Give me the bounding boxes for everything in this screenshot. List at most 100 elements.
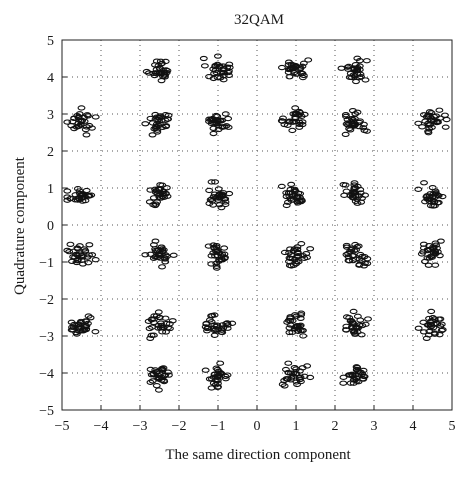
data-point <box>158 182 167 188</box>
data-point <box>225 61 234 67</box>
data-point <box>221 201 230 208</box>
data-point <box>213 384 222 391</box>
data-point <box>154 115 163 121</box>
data-point <box>212 365 221 371</box>
data-point <box>202 321 211 327</box>
data-point <box>361 192 369 198</box>
data-point <box>418 124 427 130</box>
data-point <box>419 329 428 335</box>
y-tick-label: 3 <box>47 108 54 123</box>
data-point <box>297 199 306 205</box>
data-point <box>282 202 291 209</box>
data-point <box>68 119 77 125</box>
data-point <box>72 331 81 337</box>
data-point <box>431 262 440 268</box>
data-point <box>77 105 86 111</box>
data-point <box>63 188 72 194</box>
constellation-cluster <box>145 182 172 209</box>
data-point <box>214 368 223 374</box>
data-point <box>91 329 100 335</box>
data-point <box>214 186 223 192</box>
data-point <box>428 184 437 191</box>
y-tick-label: 2 <box>47 145 54 160</box>
data-point <box>420 180 428 186</box>
constellation-cluster <box>67 313 100 337</box>
data-point <box>79 328 88 334</box>
data-point <box>164 372 173 378</box>
data-point <box>159 324 168 331</box>
data-point <box>342 327 350 333</box>
data-point <box>75 328 84 334</box>
data-point <box>201 324 210 330</box>
data-points <box>63 53 451 393</box>
data-point <box>435 107 444 113</box>
data-point <box>88 252 97 258</box>
data-point <box>146 115 155 122</box>
data-point <box>291 105 300 111</box>
y-tick-label: 0 <box>47 219 54 234</box>
data-point <box>342 314 351 320</box>
data-point <box>303 363 312 369</box>
data-point <box>432 242 441 248</box>
constellation-cluster <box>277 105 309 134</box>
data-point <box>287 263 296 269</box>
data-point <box>214 126 223 133</box>
constellation-cluster <box>199 53 234 83</box>
constellation-cluster <box>280 241 315 269</box>
data-point <box>285 250 294 256</box>
data-point <box>441 112 449 118</box>
x-tick-label: −5 <box>55 419 70 434</box>
data-point <box>292 118 301 125</box>
data-point <box>146 366 155 373</box>
constellation-cluster <box>414 180 447 209</box>
data-point <box>283 319 292 325</box>
data-point <box>429 321 438 327</box>
data-point <box>82 318 91 324</box>
data-point <box>278 118 287 124</box>
data-point <box>297 241 306 247</box>
data-point <box>161 256 170 262</box>
y-tick-label: 1 <box>47 182 54 197</box>
data-point <box>295 375 304 381</box>
data-point <box>350 182 359 188</box>
data-point <box>84 113 92 119</box>
data-point <box>424 332 433 338</box>
data-point <box>284 59 293 65</box>
data-point <box>69 248 78 254</box>
data-point <box>91 114 100 120</box>
data-point <box>347 116 356 122</box>
data-point <box>149 242 158 248</box>
data-point <box>421 199 429 205</box>
data-point <box>427 308 436 315</box>
data-point <box>67 327 76 333</box>
data-point <box>79 191 88 197</box>
data-point <box>161 259 170 265</box>
data-point <box>225 64 234 71</box>
constellation-cluster <box>201 312 237 338</box>
constellation-cluster <box>201 360 232 391</box>
x-tick-label: −4 <box>94 419 109 434</box>
data-point <box>353 313 362 319</box>
data-point <box>294 250 303 257</box>
data-point <box>361 321 370 327</box>
data-point <box>287 181 296 188</box>
constellation-cluster <box>278 360 315 389</box>
data-point <box>217 204 226 211</box>
data-point <box>350 65 359 72</box>
x-tick-label: 4 <box>410 419 417 434</box>
data-point <box>341 131 350 138</box>
data-point <box>348 320 357 326</box>
data-point <box>438 327 447 333</box>
data-point <box>280 249 289 256</box>
data-point <box>286 377 295 383</box>
data-point <box>294 190 303 196</box>
constellation-cluster <box>337 55 371 85</box>
data-point <box>152 383 161 389</box>
data-point <box>339 380 348 386</box>
data-point <box>345 126 354 132</box>
data-point <box>208 312 217 319</box>
data-point <box>299 60 308 66</box>
constellation-cluster <box>144 309 177 342</box>
data-point <box>346 193 355 199</box>
constellation-cluster <box>339 180 369 206</box>
